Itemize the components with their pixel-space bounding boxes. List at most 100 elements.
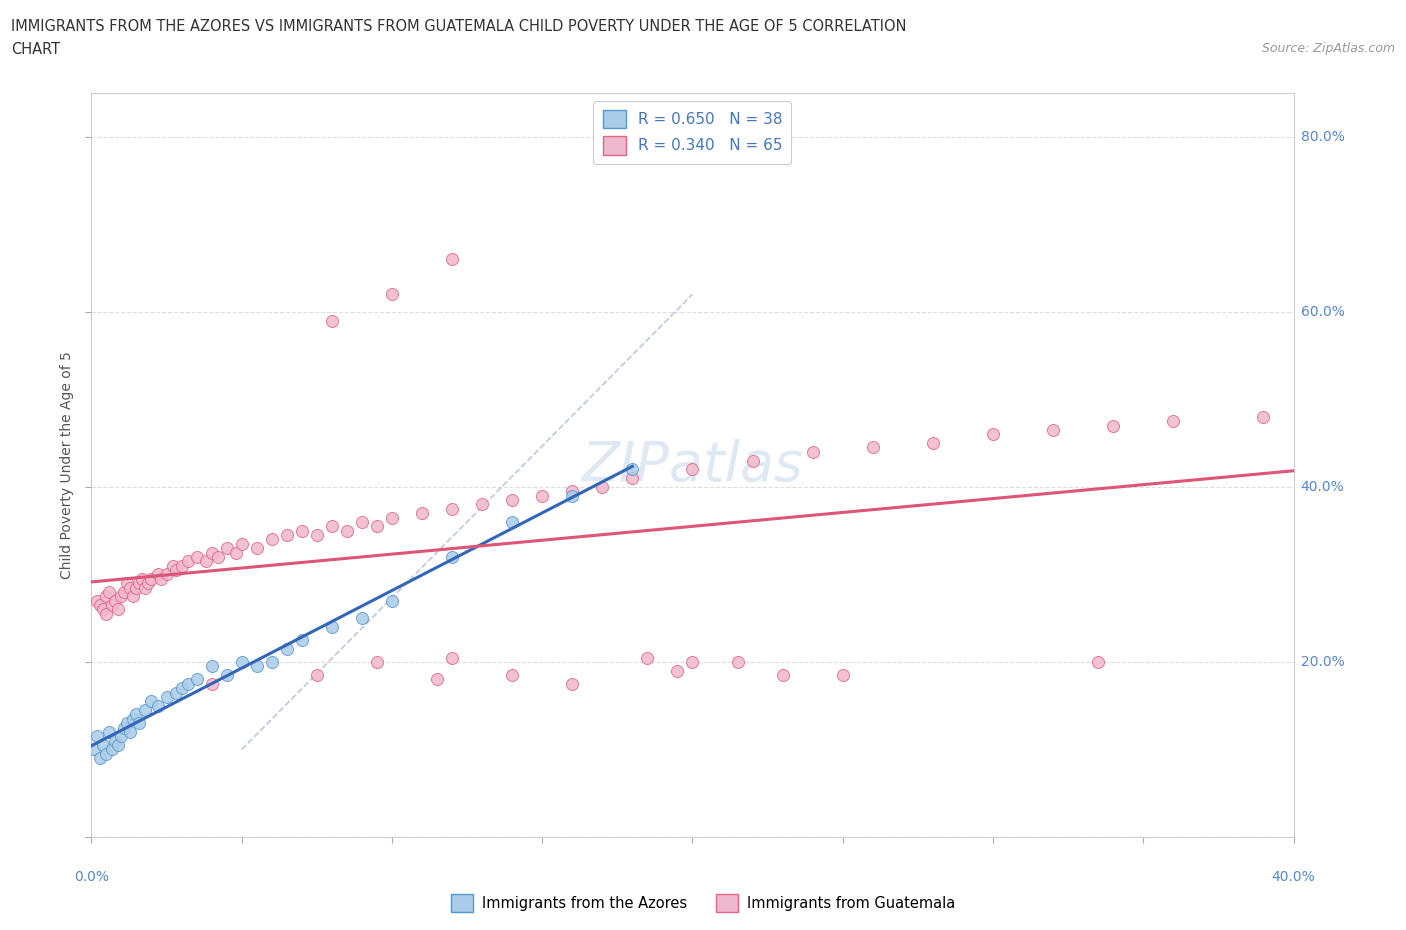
- Point: [162, 558, 184, 573]
- Text: IMMIGRANTS FROM THE AZORES VS IMMIGRANTS FROM GUATEMALA CHILD POVERTY UNDER THE : IMMIGRANTS FROM THE AZORES VS IMMIGRANTS…: [11, 19, 907, 33]
- Point: [1253, 409, 1275, 424]
- Point: [440, 252, 463, 267]
- Point: [440, 501, 463, 516]
- Point: [561, 676, 583, 691]
- Point: [114, 720, 136, 735]
- Point: [107, 737, 129, 752]
- Point: [141, 571, 163, 586]
- Point: [110, 729, 132, 744]
- Point: [321, 619, 343, 634]
- Point: [86, 593, 108, 608]
- Point: [201, 676, 224, 691]
- Point: [681, 462, 703, 477]
- Point: [231, 655, 253, 670]
- Point: [260, 532, 283, 547]
- Point: [246, 540, 269, 555]
- Point: [89, 598, 111, 613]
- Point: [86, 729, 108, 744]
- Point: [186, 550, 208, 565]
- Point: [155, 689, 177, 704]
- Text: CHART: CHART: [11, 42, 60, 57]
- Point: [114, 584, 136, 599]
- Point: [215, 540, 238, 555]
- Point: [772, 668, 794, 683]
- Point: [501, 514, 523, 529]
- Point: [471, 497, 494, 512]
- Legend: Immigrants from the Azores, Immigrants from Guatemala: Immigrants from the Azores, Immigrants f…: [446, 888, 960, 918]
- Point: [981, 427, 1004, 442]
- Point: [561, 484, 583, 498]
- Point: [165, 563, 187, 578]
- Point: [101, 742, 124, 757]
- Point: [117, 576, 139, 591]
- Point: [107, 602, 129, 617]
- Text: Source: ZipAtlas.com: Source: ZipAtlas.com: [1261, 42, 1395, 55]
- Point: [149, 571, 172, 586]
- Y-axis label: Child Poverty Under the Age of 5: Child Poverty Under the Age of 5: [60, 351, 75, 579]
- Point: [336, 524, 359, 538]
- Text: 40.0%: 40.0%: [1271, 870, 1316, 884]
- Point: [146, 567, 169, 582]
- Point: [176, 676, 198, 691]
- Point: [801, 445, 824, 459]
- Point: [291, 632, 314, 647]
- Point: [93, 602, 115, 617]
- Point: [138, 576, 160, 591]
- Point: [305, 668, 328, 683]
- Point: [321, 519, 343, 534]
- Point: [104, 733, 127, 748]
- Point: [98, 724, 121, 739]
- Point: [146, 698, 169, 713]
- Point: [350, 514, 373, 529]
- Point: [96, 589, 118, 604]
- Point: [260, 655, 283, 670]
- Point: [141, 694, 163, 709]
- Point: [134, 580, 156, 595]
- Point: [862, 440, 884, 455]
- Point: [155, 567, 177, 582]
- Point: [134, 703, 156, 718]
- Point: [1161, 414, 1184, 429]
- Point: [110, 589, 132, 604]
- Point: [122, 589, 145, 604]
- Point: [381, 510, 404, 525]
- Point: [186, 672, 208, 687]
- Point: [246, 658, 269, 673]
- Text: 80.0%: 80.0%: [1301, 130, 1344, 144]
- Point: [96, 606, 118, 621]
- Text: ZIPatlas: ZIPatlas: [582, 439, 803, 491]
- Point: [741, 453, 763, 468]
- Point: [93, 737, 115, 752]
- Point: [305, 527, 328, 542]
- Point: [681, 655, 703, 670]
- Point: [411, 506, 433, 521]
- Point: [117, 716, 139, 731]
- Point: [276, 642, 298, 657]
- Point: [207, 550, 229, 565]
- Point: [104, 593, 127, 608]
- Text: 60.0%: 60.0%: [1301, 305, 1344, 319]
- Point: [170, 558, 193, 573]
- Point: [426, 672, 449, 687]
- Point: [89, 751, 111, 765]
- Point: [531, 488, 554, 503]
- Point: [291, 524, 314, 538]
- Point: [231, 537, 253, 551]
- Text: 20.0%: 20.0%: [1301, 655, 1344, 669]
- Point: [201, 545, 224, 560]
- Legend: R = 0.650   N = 38, R = 0.340   N = 65: R = 0.650 N = 38, R = 0.340 N = 65: [593, 100, 792, 164]
- Point: [83, 742, 105, 757]
- Point: [1102, 418, 1125, 433]
- Point: [128, 576, 150, 591]
- Text: 0.0%: 0.0%: [75, 870, 108, 884]
- Point: [125, 580, 148, 595]
- Point: [350, 611, 373, 626]
- Point: [440, 550, 463, 565]
- Point: [621, 462, 644, 477]
- Point: [561, 488, 583, 503]
- Point: [96, 747, 118, 762]
- Point: [165, 685, 187, 700]
- Point: [1087, 655, 1109, 670]
- Point: [922, 435, 945, 450]
- Point: [1042, 422, 1064, 437]
